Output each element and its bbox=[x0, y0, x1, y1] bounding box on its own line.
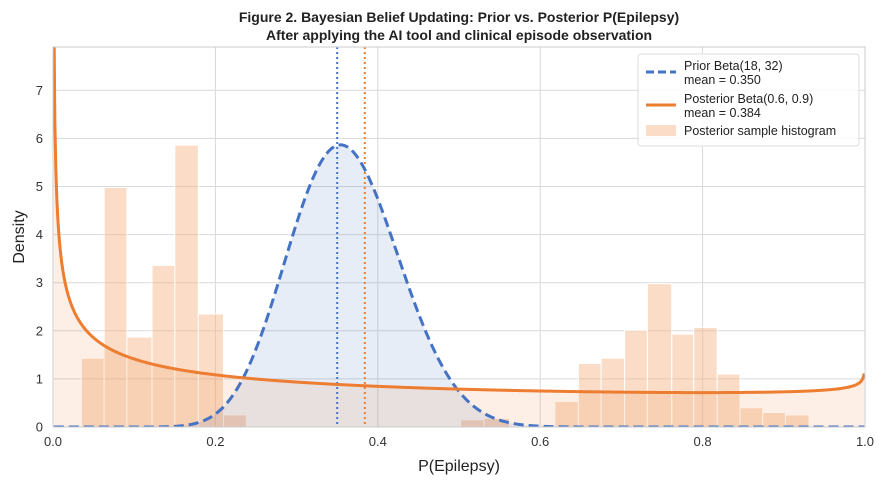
plot-frame bbox=[52, 46, 866, 428]
legend-posterior-mean: mean = 0.384 bbox=[684, 106, 761, 120]
x-tick-label: 0.4 bbox=[369, 434, 387, 449]
legend: Prior Beta(18, 32) mean = 0.350 Posterio… bbox=[637, 53, 860, 147]
histogram bbox=[80, 144, 810, 427]
y-tick-label: 6 bbox=[36, 131, 43, 146]
y-tick-label: 4 bbox=[36, 227, 43, 242]
density-curves bbox=[53, 47, 865, 427]
y-tick-label: 5 bbox=[36, 179, 43, 194]
legend-prior-mean: mean = 0.350 bbox=[684, 73, 761, 87]
y-tick-label: 1 bbox=[36, 371, 43, 386]
x-tick-label: 1.0 bbox=[856, 434, 874, 449]
prior-area bbox=[53, 144, 865, 427]
histogram-bar bbox=[103, 186, 128, 427]
y-tick-label: 2 bbox=[36, 323, 43, 338]
mean-lines bbox=[336, 47, 366, 427]
chart-subtitle: After applying the AI tool and clinical … bbox=[266, 27, 652, 43]
x-tick-label: 0.8 bbox=[694, 434, 712, 449]
density-fills bbox=[53, 47, 865, 427]
x-tick-label: 0.6 bbox=[531, 434, 549, 449]
y-tick-label: 0 bbox=[36, 420, 43, 435]
posterior-curve bbox=[53, 47, 865, 395]
legend-prior-label: Prior Beta(18, 32) bbox=[684, 59, 783, 73]
posterior-area bbox=[53, 47, 865, 427]
legend-histogram-swatch bbox=[646, 125, 676, 136]
x-tick-labels: 0.0 0.2 0.4 0.6 0.8 1.0 bbox=[44, 434, 874, 449]
y-axis-label: Density bbox=[11, 210, 28, 263]
histogram-bar bbox=[174, 144, 199, 427]
chart-title: Figure 2. Bayesian Belief Updating: Prio… bbox=[239, 9, 679, 25]
legend-posterior-label: Posterior Beta(0.6, 0.9) bbox=[684, 92, 813, 106]
y-tick-labels: 0 1 2 3 4 5 6 7 bbox=[36, 83, 43, 435]
histogram-bar bbox=[197, 313, 225, 427]
x-tick-label: 0.2 bbox=[206, 434, 224, 449]
y-tick-label: 7 bbox=[36, 83, 43, 98]
y-tick-label: 3 bbox=[36, 275, 43, 290]
x-axis-label: P(Epilepsy) bbox=[418, 458, 500, 475]
legend-box bbox=[637, 53, 860, 147]
legend-histogram-label: Posterior sample histogram bbox=[684, 124, 836, 138]
x-tick-label: 0.0 bbox=[44, 434, 62, 449]
prior-curve bbox=[53, 143, 865, 427]
